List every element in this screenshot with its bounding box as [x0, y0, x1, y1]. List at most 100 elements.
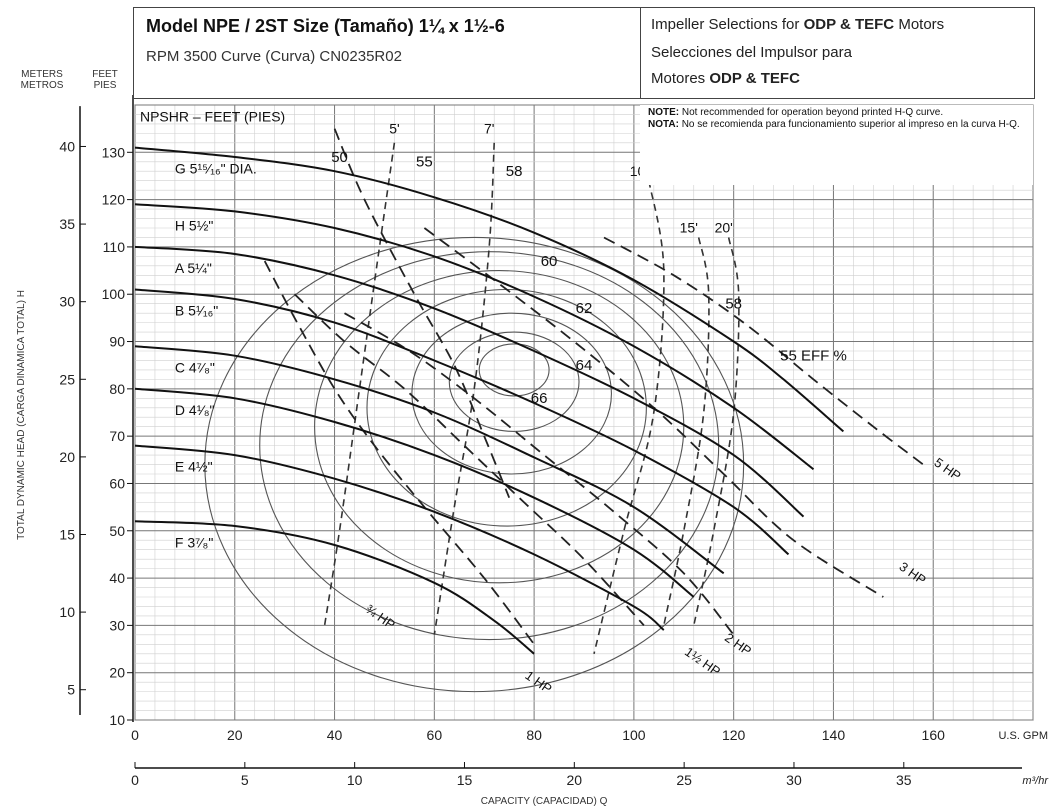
meters-unit-label: METERS [21, 69, 63, 80]
chart-grid [134, 104, 1034, 721]
impeller-curves [134, 146, 845, 655]
meters-tick-label: 40 [59, 138, 75, 154]
note-es: NOTA: No se recomienda para funcionamien… [648, 119, 1020, 130]
feet-tick-label: 80 [109, 381, 125, 397]
hp-curve [263, 260, 535, 645]
efficiency-contour-58 [314, 270, 685, 584]
m3-tick-label: 0 [131, 772, 139, 788]
impeller-label: A 5¼" [175, 260, 212, 276]
feet-tick-label: 100 [102, 286, 126, 302]
gpm-tick-label: 0 [131, 727, 139, 743]
feet-tick-label: 20 [109, 665, 125, 681]
impeller-curve [134, 288, 790, 556]
impeller-curve [134, 146, 845, 433]
feet-tick-label: 50 [109, 523, 125, 539]
meters-tick-label: 5 [67, 682, 75, 698]
impeller-label: B 5¹⁄₁₆" [175, 303, 218, 319]
efficiency-label: 58 [506, 163, 523, 180]
impeller-curve [134, 203, 815, 471]
impeller-line-1: Impeller Selections for ODP & TEFC Motor… [651, 16, 945, 33]
efficiency-label: 50 [331, 149, 348, 166]
npsh-label: 20' [715, 220, 733, 236]
m3-tick-label: 35 [896, 772, 912, 788]
hp-curve [344, 312, 735, 636]
gpm-unit-label: U.S. GPM [998, 730, 1048, 742]
efficiency-label: 64 [576, 357, 593, 374]
impeller-label: F 3⁷⁄₈" [175, 534, 213, 550]
efficiency-label: 62 [576, 300, 593, 317]
npsh-header-label: NPSHR – FEET (PIES) [140, 109, 285, 125]
npsh-curve [433, 142, 495, 635]
feet-tick-label: 130 [102, 144, 126, 160]
efficiency-contour-66 [478, 343, 550, 397]
feet-tick-label: 40 [109, 570, 125, 586]
gpm-tick-label: 60 [427, 727, 443, 743]
impeller-curve [134, 387, 695, 598]
plot-area [134, 104, 1034, 721]
meters-tick-label: 15 [59, 526, 75, 542]
m3-tick-label: 20 [567, 772, 583, 788]
impeller-label: G 5¹⁵⁄₁₆" DIA. [175, 161, 257, 177]
m3-unit-label: m³/hr [1022, 775, 1049, 787]
efficiency-label: 55 EFF % [780, 347, 847, 364]
impeller-line-2: Selecciones del Impulsor para [651, 44, 852, 61]
chart-axes: 1020304050607080901001101201305101520253… [16, 69, 1049, 807]
npsh-curve [663, 237, 710, 626]
gpm-tick-label: 40 [327, 727, 343, 743]
gpm-tick-label: 120 [722, 727, 746, 743]
m3-tick-label: 5 [241, 772, 249, 788]
hp-curve [333, 128, 511, 499]
meters-tick-label: 20 [59, 449, 75, 465]
impeller-label: H 5½" [175, 217, 213, 233]
impeller-curve [134, 520, 535, 655]
npsh-label: 7' [484, 120, 494, 136]
npsh-curves [323, 142, 740, 654]
feet-tick-label: 10 [109, 712, 125, 728]
efficiency-label: 58 [725, 295, 742, 312]
npsh-curve [593, 180, 665, 654]
impeller-label: C 4⁷⁄₈" [175, 359, 215, 375]
efficiency-label: 60 [541, 253, 558, 270]
impeller-label: D 4¹⁄₈" [175, 402, 215, 418]
npsh-curve [693, 237, 740, 626]
gpm-tick-label: 140 [822, 727, 846, 743]
feet-tick-label: 60 [109, 475, 125, 491]
note-en: NOTE: Not recommended for operation beyo… [648, 107, 944, 118]
model-header: Model NPE / 2ST Size (Tamaño) 1¼ x 1½-6 … [133, 7, 641, 99]
gpm-tick-label: 20 [227, 727, 243, 743]
efficiency-label: 66 [531, 390, 548, 407]
m3-tick-label: 30 [786, 772, 802, 788]
efficiency-contour-62 [411, 312, 612, 475]
impeller-label: E 4½" [175, 459, 213, 475]
meters-tick-label: 35 [59, 216, 75, 232]
efficiency-label: 55 [416, 154, 433, 171]
impeller-line-3: Motores ODP & TEFC [651, 70, 800, 87]
impeller-curve [134, 245, 805, 518]
feet-tick-label: 120 [102, 192, 126, 208]
gpm-tick-label: 80 [526, 727, 542, 743]
hp-curve [603, 236, 924, 466]
efficiency-contour-64 [448, 331, 580, 432]
feet-unit-label-es: PIES [94, 80, 117, 91]
meters-unit-label-es: METROS [21, 80, 64, 91]
meters-tick-label: 30 [59, 294, 75, 310]
m3-tick-label: 25 [676, 772, 692, 788]
m3-tick-label: 10 [347, 772, 363, 788]
meters-tick-label: 25 [59, 371, 75, 387]
m3-tick-label: 15 [457, 772, 473, 788]
rpm-curve-line: RPM 3500 Curve (Curva) CN0235R02 [146, 48, 402, 65]
feet-tick-label: 70 [109, 428, 125, 444]
feet-tick-label: 110 [103, 239, 126, 255]
meters-tick-label: 10 [59, 604, 75, 620]
gpm-tick-label: 160 [922, 727, 946, 743]
npsh-label: 15' [680, 220, 698, 236]
impeller-selection-header: Impeller Selections for ODP & TEFC Motor… [640, 7, 1035, 99]
npsh-label: 5' [389, 120, 399, 136]
efficiency-contour-50 [204, 236, 745, 693]
feet-unit-label: FEET [92, 69, 118, 80]
model-title: Model NPE / 2ST Size (Tamaño) 1¼ x 1½-6 [146, 16, 505, 36]
impeller-curve [134, 345, 725, 575]
gpm-tick-label: 100 [622, 727, 646, 743]
feet-tick-label: 90 [109, 334, 125, 350]
